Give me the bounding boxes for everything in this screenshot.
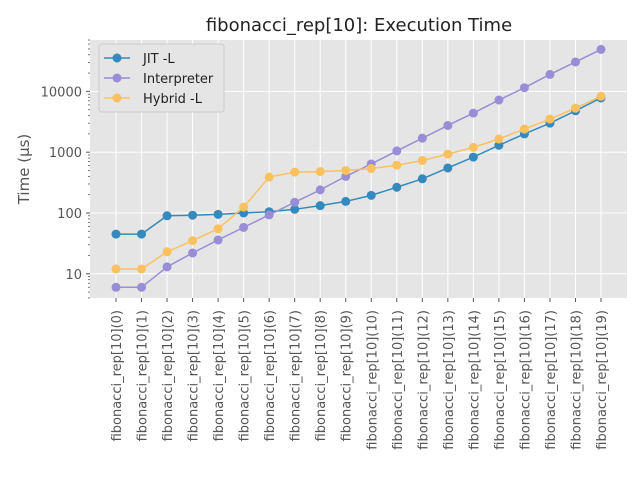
legend-box	[98, 43, 225, 113]
x-tick-label: fibonacci_rep[10](11)	[391, 310, 406, 450]
data-point	[494, 140, 504, 150]
data-point	[596, 91, 606, 101]
data-point	[188, 236, 198, 246]
data-point	[494, 95, 504, 105]
x-tick-label: fibonacci_rep[10](5)	[238, 310, 253, 441]
data-point	[162, 247, 172, 257]
x-tick-label: fibonacci_rep[10](0)	[110, 310, 125, 441]
data-point	[392, 146, 402, 156]
data-point	[213, 224, 223, 234]
x-tick-label: fibonacci_rep[10](12)	[416, 310, 431, 450]
data-point	[315, 201, 325, 211]
data-point	[162, 262, 172, 272]
y-tick-label: 100	[57, 207, 82, 222]
y-tick-label: 1000	[49, 146, 82, 161]
data-point	[137, 229, 147, 239]
data-point	[417, 174, 427, 184]
chart-title: fibonacci_rep[10]: Execution Time	[206, 15, 512, 36]
legend-items: JIT -L Interpreter Hybrid -L	[104, 52, 214, 107]
data-point	[290, 197, 300, 207]
data-point	[545, 114, 555, 124]
data-point	[417, 133, 427, 143]
x-tick-label: fibonacci_rep[10](13)	[442, 310, 457, 450]
data-point	[264, 210, 274, 220]
x-tick-label: fibonacci_rep[10](7)	[289, 310, 304, 441]
data-point	[290, 167, 300, 177]
x-tick-label: fibonacci_rep[10](6)	[263, 310, 278, 441]
legend-item-jit-l: JIT -L	[104, 52, 175, 67]
data-point	[443, 149, 453, 159]
legend-label: Interpreter	[143, 72, 214, 87]
data-point	[392, 182, 402, 192]
data-point	[596, 44, 606, 54]
series-hybrid-l	[111, 91, 606, 274]
data-point	[111, 282, 121, 292]
data-point	[468, 108, 478, 118]
data-point	[264, 172, 274, 182]
x-tick-label: fibonacci_rep[10](14)	[467, 310, 482, 450]
data-point	[417, 156, 427, 166]
x-tick-label: fibonacci_rep[10](18)	[569, 310, 584, 450]
data-point	[341, 165, 351, 175]
data-point	[315, 185, 325, 195]
legend: JIT -L Interpreter Hybrid -L	[98, 43, 225, 113]
x-tick-label: fibonacci_rep[10](10)	[365, 310, 380, 450]
legend-marker	[112, 73, 122, 83]
data-point	[111, 264, 121, 274]
data-point	[137, 282, 147, 292]
data-point	[443, 163, 453, 173]
legend-item-hybrid-l: Hybrid -L	[104, 92, 203, 107]
data-point	[468, 152, 478, 162]
x-tick-label: fibonacci_rep[10](3)	[187, 310, 202, 441]
x-tick-label: fibonacci_rep[10](1)	[136, 310, 151, 441]
data-point	[519, 124, 529, 134]
x-axis-ticks: fibonacci_rep[10](0) fibonacci_rep[10](1)…	[110, 298, 610, 450]
data-point	[443, 120, 453, 130]
data-point	[162, 211, 172, 221]
legend-marker	[112, 53, 122, 63]
y-tick-label: 10	[65, 268, 82, 283]
x-tick-label: fibonacci_rep[10](16)	[518, 310, 533, 450]
y-axis-ticks: 10 100 1000 10000	[41, 39, 90, 299]
data-point	[494, 134, 504, 144]
x-tick-label: fibonacci_rep[10](9)	[340, 310, 355, 441]
data-point	[341, 196, 351, 206]
data-point	[545, 69, 555, 79]
y-axis-label: Time (μs)	[15, 134, 33, 206]
x-tick-label: fibonacci_rep[10](15)	[493, 310, 508, 450]
data-point	[392, 160, 402, 170]
x-tick-label: fibonacci_rep[10](19)	[595, 310, 610, 450]
legend-marker	[112, 93, 122, 103]
legend-item-interpreter: Interpreter	[104, 72, 214, 87]
data-point	[188, 210, 198, 220]
data-point	[239, 202, 249, 212]
data-point	[315, 167, 325, 177]
data-point	[290, 204, 300, 214]
y-tick-label: 10000	[41, 85, 82, 100]
data-point	[570, 57, 580, 67]
x-tick-label: fibonacci_rep[10](17)	[544, 310, 559, 450]
x-tick-label: fibonacci_rep[10](8)	[314, 310, 329, 441]
data-point	[468, 142, 478, 152]
data-point	[111, 229, 121, 239]
data-point	[366, 190, 376, 200]
data-point	[137, 264, 147, 274]
legend-label: Hybrid -L	[143, 92, 203, 107]
series-layer	[111, 44, 606, 292]
data-point	[239, 222, 249, 232]
data-point	[213, 235, 223, 245]
data-point	[519, 83, 529, 93]
x-tick-label: fibonacci_rep[10](4)	[212, 310, 227, 441]
data-point	[366, 163, 376, 173]
x-tick-label: fibonacci_rep[10](2)	[161, 310, 176, 441]
data-point	[213, 209, 223, 219]
data-point	[570, 103, 580, 113]
data-point	[188, 248, 198, 258]
legend-label: JIT -L	[142, 52, 175, 67]
series-line	[116, 95, 602, 270]
